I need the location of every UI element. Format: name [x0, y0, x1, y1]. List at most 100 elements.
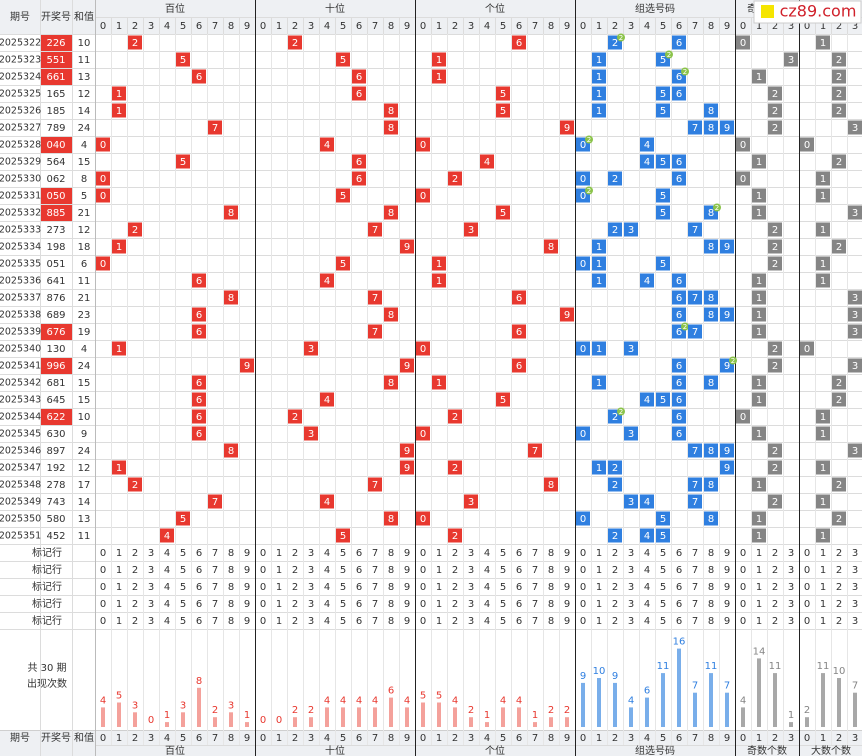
mark-digit: 4: [164, 548, 170, 559]
draw-number: 789: [46, 123, 65, 134]
digit-footer: 2: [836, 733, 842, 744]
digit-footer: 7: [692, 733, 698, 744]
hit-cell: [464, 222, 478, 237]
mark-digit: 2: [452, 616, 458, 627]
hit-cell: [128, 35, 142, 50]
hit-digit: 9: [724, 446, 730, 457]
hit-digit: 2: [772, 497, 778, 508]
hit-cell: [736, 409, 750, 424]
count-bar: [693, 692, 697, 727]
draw-number: 130: [46, 344, 65, 355]
hit-cell: [192, 307, 206, 322]
mark-digit: 9: [724, 582, 730, 593]
hit-digit: 5: [180, 55, 186, 66]
group-title: 组选号码: [635, 744, 675, 756]
hit-digit: 6: [356, 89, 362, 100]
digit-footer: 0: [420, 733, 426, 744]
hit-digit: 1: [756, 72, 762, 83]
hit-digit: 6: [676, 310, 682, 321]
hit-digit: 7: [212, 123, 218, 134]
period: 2025338: [0, 310, 41, 321]
hit-cell: [656, 256, 670, 271]
mark-digit: 1: [276, 565, 282, 576]
mark-digit: 6: [516, 548, 522, 559]
digit-header: 1: [820, 21, 826, 32]
count-bar: [757, 658, 761, 727]
mark-digit: 3: [788, 565, 794, 576]
draw-number: 676: [46, 327, 65, 338]
digit-header: 0: [580, 21, 586, 32]
hit-cell: [768, 239, 782, 254]
hit-digit: 0: [804, 140, 810, 151]
hit-cell: [832, 86, 846, 101]
hit-cell: [384, 375, 398, 390]
count-label: 2: [564, 705, 570, 716]
hit-digit: 0: [100, 140, 106, 151]
digit-footer: 5: [500, 733, 506, 744]
mark-digit: 4: [324, 548, 330, 559]
hit-digit: 8: [708, 293, 714, 304]
pair-highlight: [41, 137, 72, 153]
hit-digit: 6: [676, 72, 682, 83]
hit-cell: [816, 35, 830, 50]
hit-digit: 0: [420, 191, 426, 202]
count-label: 2: [212, 705, 218, 716]
hit-digit: 4: [644, 276, 650, 287]
hit-digit: 1: [436, 276, 442, 287]
hit-digit: 4: [164, 531, 170, 542]
hit-cell: [832, 392, 846, 407]
mark-digit: 0: [804, 599, 810, 610]
mark-digit: 3: [788, 599, 794, 610]
period: 2025339: [0, 327, 41, 338]
hit-digit: 8: [388, 514, 394, 525]
hit-cell: [448, 460, 462, 475]
hit-cell: [304, 341, 318, 356]
hit-digit: 8: [708, 208, 714, 219]
digit-footer: 5: [660, 733, 666, 744]
hit-cell: [848, 307, 862, 322]
digit-header: 7: [692, 21, 698, 32]
period: 2025326: [0, 106, 41, 117]
hit-cell: [688, 324, 702, 339]
digit-footer: 1: [756, 733, 762, 744]
digit-header: 7: [532, 21, 538, 32]
hit-cell: [320, 392, 334, 407]
mark-digit: 5: [500, 599, 506, 610]
mark-digit: 1: [756, 548, 762, 559]
hit-digit: 4: [644, 157, 650, 168]
hit-cell: [624, 426, 638, 441]
hit-digit: 6: [356, 157, 362, 168]
hit-digit: 2: [292, 38, 298, 49]
digit-header: 4: [324, 21, 330, 32]
hit-digit: 5: [180, 514, 186, 525]
repeat-badge: [585, 186, 593, 195]
period: 2025340: [0, 344, 41, 355]
count-bar: [709, 673, 713, 727]
mark-digit: 0: [420, 616, 426, 627]
mark-digit: 0: [740, 599, 746, 610]
mark-digit: 9: [244, 616, 250, 627]
period: 2025336: [0, 276, 41, 287]
mark-digit: 1: [436, 616, 442, 627]
draw-number: 564: [46, 157, 65, 168]
count-label: 9: [612, 671, 618, 682]
hit-cell: [656, 103, 670, 118]
hit-digit: 2: [772, 123, 778, 134]
hit-digit: 7: [692, 480, 698, 491]
hit-digit: 9: [564, 310, 570, 321]
hit-digit: 4: [324, 395, 330, 406]
hit-cell: [768, 460, 782, 475]
sum: 12: [78, 89, 91, 100]
hit-digit: 0: [740, 38, 746, 49]
digit-header: 2: [452, 21, 458, 32]
hit-cell: [176, 52, 190, 67]
count-bar: [837, 678, 841, 727]
hit-digit: 3: [852, 208, 858, 219]
mark-digit: 9: [564, 616, 570, 627]
mark-digit: 8: [548, 565, 554, 576]
hit-cell: [608, 171, 622, 186]
mark-digit: 7: [372, 565, 378, 576]
digit-footer: 0: [260, 733, 266, 744]
hit-cell: [736, 35, 750, 50]
count-bar: [437, 702, 441, 727]
